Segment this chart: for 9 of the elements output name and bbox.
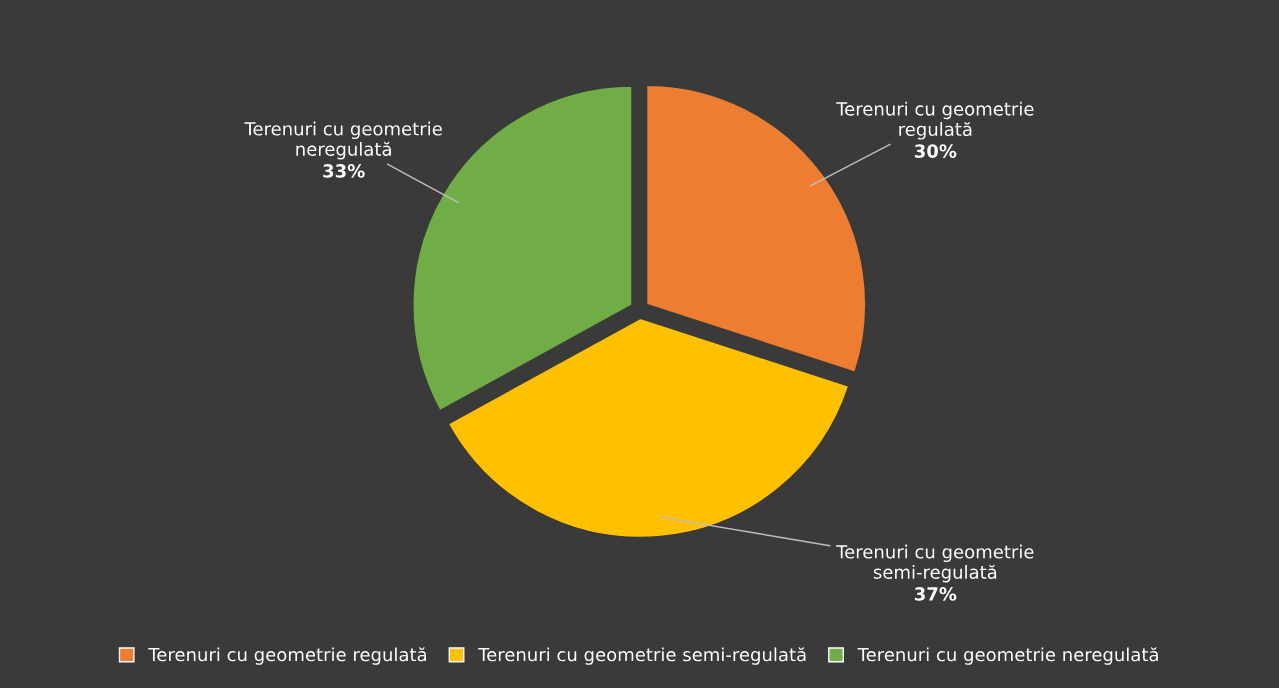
data-label: 37% xyxy=(914,587,957,601)
data-label: 33% xyxy=(323,164,365,178)
legend-label: Terenuri cu geometrie semi-regulată xyxy=(478,647,806,665)
legend-label: Terenuri cu geometrie regulată xyxy=(148,647,427,665)
slice-label: Terenuri cu geometrie semi-regulată xyxy=(836,544,1034,583)
legend-label: Terenuri cu geometrie neregulată xyxy=(857,647,1158,665)
slice-label: Terenuri cu geometrie regulată xyxy=(836,101,1034,140)
data-label: 30% xyxy=(914,144,957,158)
slice-label: Terenuri cu geometrie neregulată xyxy=(244,121,442,160)
